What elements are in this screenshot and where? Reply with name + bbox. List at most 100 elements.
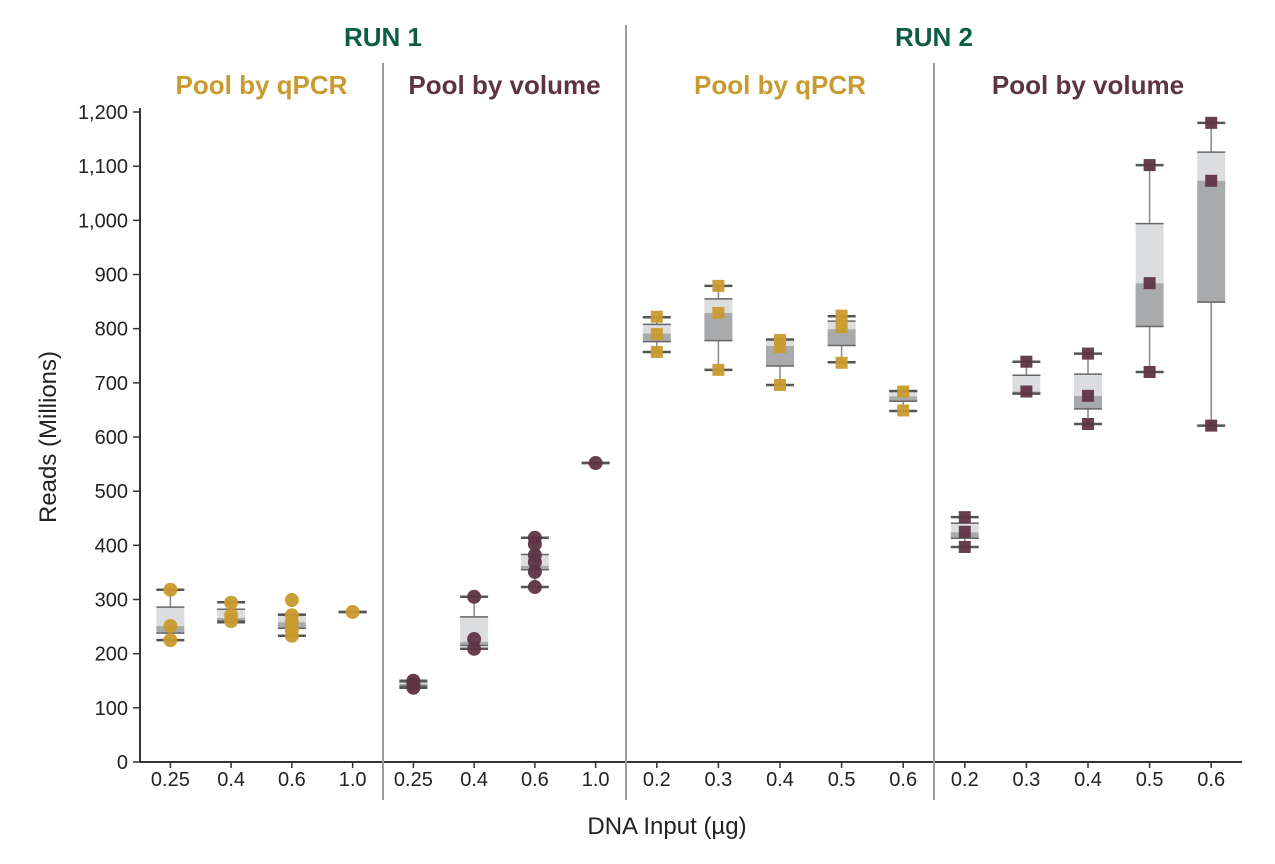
data-point (284, 628, 299, 643)
data-point (527, 537, 542, 552)
box-upper (1074, 374, 1102, 396)
data-point (835, 321, 848, 334)
box-group (1135, 159, 1164, 378)
x-tick-label: 0.2 (643, 769, 671, 791)
y-tick-label: 800 (95, 319, 128, 341)
data-point (897, 385, 910, 398)
y-tick-label: 900 (95, 265, 128, 287)
y-tick-label: 500 (95, 481, 128, 503)
data-point (163, 633, 178, 648)
x-tick-label: 0.4 (766, 769, 794, 791)
box-group (950, 511, 979, 553)
data-point (774, 341, 786, 354)
box-lower (827, 329, 856, 346)
data-point (650, 310, 663, 323)
data-point (1082, 347, 1094, 360)
y-tick-label: 1,100 (78, 156, 128, 178)
box-upper (1012, 375, 1041, 392)
run-title: RUN 2 (895, 22, 973, 52)
run-title: RUN 1 (344, 22, 422, 52)
x-tick-label: 0.6 (278, 769, 306, 791)
data-point (224, 614, 239, 629)
y-tick-label: 100 (95, 698, 128, 720)
y-axis-title: Reads (Millions) (35, 351, 62, 523)
chart-marks (156, 116, 1226, 695)
y-tick-label: 300 (95, 590, 128, 612)
data-point (163, 619, 178, 634)
panel-title: Pool by qPCR (176, 70, 348, 100)
box-group (156, 582, 185, 648)
data-point (1205, 116, 1218, 129)
box-upper (156, 607, 185, 627)
data-point (958, 540, 971, 553)
box-lower (1197, 180, 1226, 303)
data-point (527, 555, 542, 570)
y-tick-label: 400 (95, 535, 128, 557)
panel-title: Pool by qPCR (694, 70, 866, 100)
data-point (1020, 385, 1033, 398)
box-group (889, 385, 918, 417)
data-point (1143, 277, 1156, 290)
data-point (224, 595, 239, 610)
box-group (217, 595, 246, 629)
data-point (467, 641, 482, 656)
x-tick-label: 0.6 (521, 769, 549, 791)
y-tick-label: 700 (95, 373, 128, 395)
box-group (520, 530, 549, 595)
data-point (712, 279, 725, 292)
data-point (774, 379, 786, 391)
data-point (163, 582, 178, 597)
x-tick-label: 0.6 (889, 769, 917, 791)
data-point (588, 456, 603, 470)
x-tick-label: 0.4 (217, 769, 245, 791)
box-lower (766, 346, 794, 367)
x-tick-label: 0.4 (1074, 769, 1102, 791)
data-point (712, 363, 725, 376)
x-tick-label: 1.0 (339, 769, 367, 791)
x-tick-label: 0.6 (1197, 769, 1225, 791)
box-lower (889, 396, 918, 402)
x-tick-label: 1.0 (582, 769, 610, 791)
box-upper (1135, 223, 1164, 284)
box-lower (1135, 283, 1164, 327)
box-group (1074, 347, 1102, 430)
box-group (1197, 116, 1226, 432)
axes (133, 25, 1242, 800)
x-tick-label: 0.25 (394, 769, 433, 791)
data-point (345, 604, 360, 619)
y-tick-label: 1,200 (78, 102, 128, 124)
box-group (1012, 355, 1041, 398)
box-group (460, 589, 489, 656)
y-tick-label: 600 (95, 427, 128, 449)
data-point (835, 309, 848, 322)
box-group (277, 593, 306, 643)
data-point (835, 356, 848, 369)
data-point (1143, 159, 1156, 172)
panel-title: Pool by volume (408, 70, 600, 100)
box-group (642, 310, 671, 358)
chart-labels: 0 100 200 300 400 500 600 700 800 900 1,000 1,100 1,… (35, 22, 1225, 840)
data-point (1082, 418, 1094, 430)
box-group (581, 456, 610, 470)
x-tick-label: 0.5 (1136, 769, 1164, 791)
y-tick-label: 0 (117, 752, 128, 774)
data-point (467, 632, 482, 647)
x-tick-label: 0.5 (828, 769, 856, 791)
data-point (958, 525, 971, 538)
data-point (1143, 366, 1156, 378)
y-tick-label: 200 (95, 644, 128, 666)
x-tick-label: 0.2 (951, 769, 979, 791)
y-tick-label: 1,000 (78, 210, 128, 232)
data-point (284, 593, 299, 608)
x-tick-label: 0.3 (1012, 769, 1040, 791)
panel-title: Pool by volume (992, 70, 1184, 100)
data-point (712, 306, 725, 319)
box-group (704, 279, 733, 376)
data-point (1205, 419, 1218, 432)
data-point (1020, 355, 1033, 368)
data-point (650, 328, 663, 341)
box-group (766, 334, 794, 391)
box-group (827, 309, 856, 369)
box-upper (704, 298, 733, 313)
